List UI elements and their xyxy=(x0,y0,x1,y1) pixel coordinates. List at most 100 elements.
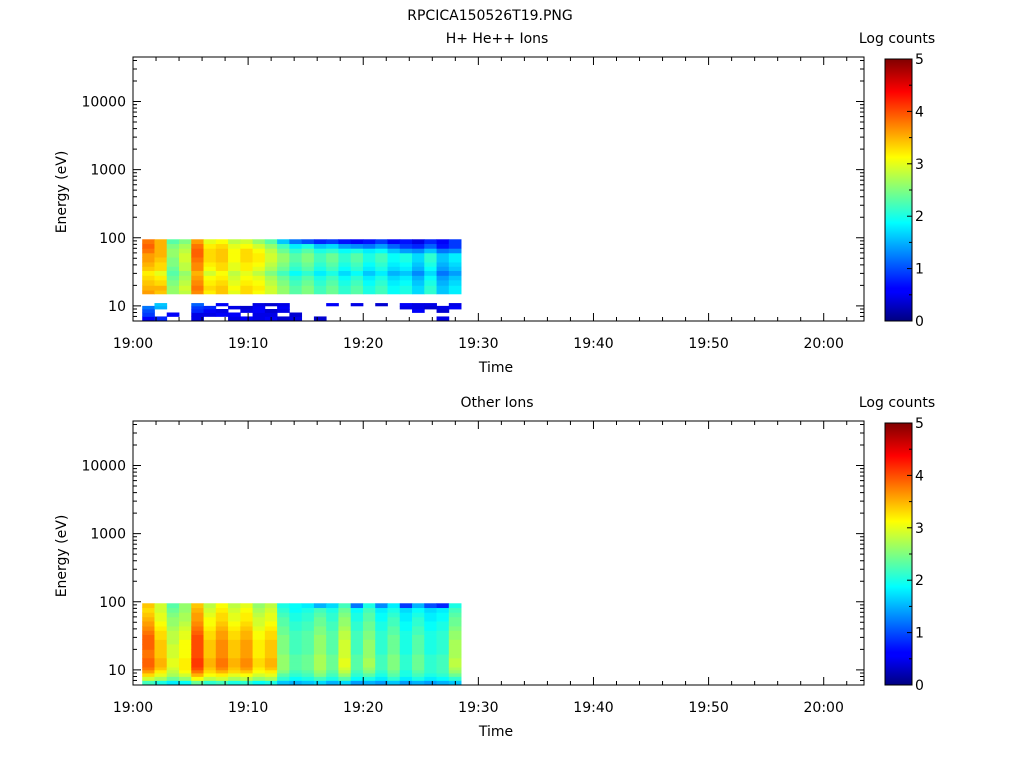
heatmap-cell xyxy=(179,634,192,640)
heatmap-cell xyxy=(436,626,450,631)
heatmap-cell xyxy=(399,305,413,310)
heatmap-cell xyxy=(387,243,401,249)
heatmap-cell xyxy=(277,621,290,627)
heatmap-cell xyxy=(289,275,303,281)
heatmap-cell xyxy=(424,279,437,286)
heatmap-cell xyxy=(154,603,168,609)
heatmap-cell xyxy=(203,669,217,674)
heatmap-cell xyxy=(203,667,217,671)
heatmap-cell xyxy=(166,626,180,631)
heatmap-cell xyxy=(362,262,376,267)
heatmap-cell xyxy=(326,607,339,613)
heatmap-cell xyxy=(240,316,253,322)
heatmap-cell xyxy=(215,309,229,313)
heatmap-cell xyxy=(215,654,229,659)
heatmap-cell xyxy=(338,669,352,674)
heatmap-cell xyxy=(203,290,217,295)
heatmap-cell xyxy=(326,270,339,276)
heatmap-cell xyxy=(399,248,413,254)
heatmap-cell xyxy=(179,667,192,671)
heatmap-cell xyxy=(326,630,339,635)
heatmap-cell xyxy=(142,612,155,618)
heatmap-cell xyxy=(338,649,352,655)
heatmap-cell xyxy=(399,616,413,622)
heatmap-cell xyxy=(350,654,364,659)
heatmap-cell xyxy=(412,680,425,686)
heatmap-cell xyxy=(166,657,180,663)
heatmap-cell xyxy=(240,630,253,635)
colorbar-title: Log counts xyxy=(859,395,935,411)
heatmap-cell xyxy=(350,252,364,258)
x-ticks: 19:00 19:10 19:20 19:30 19:40 19:50 20:00 xyxy=(113,57,848,352)
heatmap-cell xyxy=(154,239,168,245)
y-tick-label: 10 xyxy=(108,299,126,315)
heatmap-cell xyxy=(240,643,253,650)
colorbar-ticks: 0 1 2 3 4 5 xyxy=(907,416,924,694)
heatmap-cell xyxy=(142,309,155,313)
heatmap-cell xyxy=(203,621,217,627)
heatmap-cell xyxy=(215,285,229,291)
heatmap-cell xyxy=(448,248,462,254)
heatmap-cell xyxy=(412,252,425,258)
heatmap-cell xyxy=(313,262,327,267)
heatmap-cell xyxy=(228,634,241,640)
heatmap-cell xyxy=(203,305,217,310)
heatmap-cell xyxy=(375,621,388,627)
heatmap-cell xyxy=(252,630,266,635)
heatmap-cell xyxy=(436,630,450,635)
heatmap-cell xyxy=(448,266,462,271)
heatmap-cell xyxy=(313,279,327,286)
heatmap-cell xyxy=(252,262,266,267)
heatmap-cell xyxy=(362,607,376,613)
heatmap-cell xyxy=(326,676,339,681)
heatmap-cell xyxy=(424,634,437,640)
heatmap-cell xyxy=(166,654,180,659)
heatmap-cell xyxy=(277,248,290,254)
heatmap-cell xyxy=(436,680,450,686)
heatmap-cell xyxy=(326,669,339,674)
heatmap-cell xyxy=(228,630,241,635)
heatmap-cell xyxy=(191,662,204,668)
heatmap-cell xyxy=(387,657,401,663)
heatmap-cell xyxy=(338,262,352,267)
heatmap-cell xyxy=(142,305,155,310)
heatmap-cell xyxy=(399,243,413,249)
heatmap-cell xyxy=(350,673,364,677)
heatmap-cell xyxy=(436,603,450,609)
heatmap-cell xyxy=(228,316,241,322)
heatmap-cell xyxy=(277,657,290,663)
heatmap-cell xyxy=(154,266,168,271)
heatmap-cell xyxy=(338,252,352,258)
heatmap-cell xyxy=(448,239,462,245)
colorbar-tick-label: 4 xyxy=(915,468,924,484)
heatmap-cell xyxy=(350,662,364,668)
heatmap-cell xyxy=(191,279,204,286)
heatmap-cell xyxy=(252,303,266,307)
heatmap-cell xyxy=(313,639,327,645)
heatmap-cell xyxy=(166,669,180,674)
heatmap-cell xyxy=(215,239,229,245)
heatmap-cell xyxy=(154,667,168,671)
heatmap-cell xyxy=(142,662,155,668)
heatmap-cell xyxy=(252,662,266,668)
heatmap-cell xyxy=(252,239,266,245)
heatmap-cell xyxy=(399,639,413,645)
heatmap-cell xyxy=(399,626,413,631)
heatmap-cell xyxy=(191,667,204,671)
heatmap-cell xyxy=(289,603,303,609)
colorbar xyxy=(884,58,913,322)
heatmap-cell xyxy=(412,607,425,613)
heatmap-cell xyxy=(399,676,413,681)
heatmap-cell xyxy=(215,270,229,276)
heatmap-cell xyxy=(399,654,413,659)
heatmap-cell xyxy=(289,649,303,655)
heatmap-cell xyxy=(154,634,168,640)
heatmap-cell xyxy=(399,603,413,609)
heatmap-cell xyxy=(412,303,425,307)
heatmap-cell xyxy=(166,607,180,613)
heatmap-cell xyxy=(142,279,155,286)
heatmap-cell xyxy=(289,676,303,681)
heatmap-cell xyxy=(277,676,290,681)
x-tick-label: 19:20 xyxy=(343,336,383,352)
heatmap-cell xyxy=(301,649,315,655)
